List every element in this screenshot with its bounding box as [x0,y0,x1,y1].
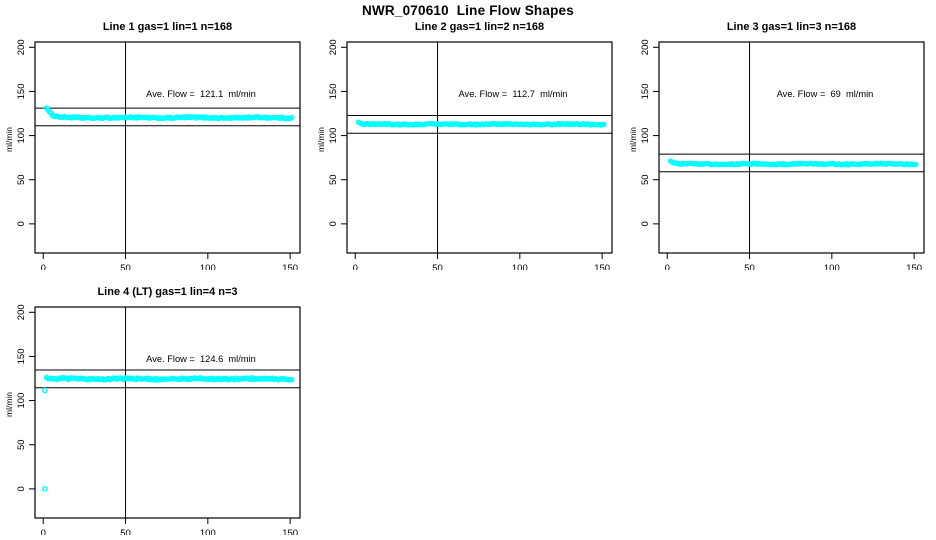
y-tick-label: 150 [16,349,27,365]
y-axis-label: ml/min [4,127,14,152]
y-axis-label: ml/min [628,127,638,152]
data-points [355,119,607,128]
x-tick-label: 50 [432,263,443,270]
x-tick-label: 150 [282,263,298,270]
y-tick-label: 0 [16,486,27,491]
data-points [41,374,295,492]
chart-title: NWR_070610 Line Flow Shapes [362,3,574,18]
panel-line-4: 0 50 100 150 0 50 100 150 200 ml/min Line 4 (LT) … [0,285,312,535]
x-tick-label: 0 [41,528,46,535]
plot-box [658,41,925,254]
data-points [667,158,919,168]
x-tick-label: 0 [41,263,46,270]
plot-area: 0 50 100 150 0 50 100 150 200 ml/min [316,39,613,270]
plot-area: 0 50 100 150 0 50 100 150 200 ml/min [4,39,301,270]
panel-line-3: 0 50 100 150 0 50 100 150 200 ml/min Line 3 gas=1… [624,20,936,270]
data-points [43,105,295,122]
plot-area: 0 50 100 150 0 50 100 150 200 ml/min [628,39,925,270]
x-tick-label: 0 [665,263,670,270]
x-tick-label: 50 [120,528,131,535]
x-tick-label: 150 [594,263,610,270]
plot-box [34,306,301,519]
panel-title: Line 4 (LT) gas=1 lin=4 n=3 [97,286,238,298]
ave-flow-annotation: Ave. Flow = 124.6 ml/min [146,354,256,364]
ave-flow-annotation: Ave. Flow = 121.1 ml/min [146,89,256,99]
y-tick-label: 50 [16,439,27,450]
axis-ticks [341,46,603,259]
x-tick-label: 100 [200,528,216,535]
y-tick-label: 150 [640,84,651,100]
ave-flow-annotation: Ave. Flow = 112.7 ml/min [458,89,568,99]
y-tick-label: 100 [640,128,651,144]
axis-ticks [29,46,291,259]
y-tick-label: 0 [328,221,339,226]
x-tick-label: 50 [744,263,755,270]
y-tick-label: 150 [328,84,339,100]
x-tick-label: 50 [120,263,131,270]
y-tick-label: 50 [16,174,27,185]
panel-line-2: 0 50 100 150 0 50 100 150 200 ml/min Line 2 gas=1… [312,20,624,270]
y-tick-label: 100 [328,128,339,144]
y-tick-label: 0 [640,221,651,226]
y-tick-label: 200 [640,39,651,55]
x-tick-label: 150 [906,263,922,270]
y-tick-label: 200 [16,304,27,320]
plot-area: 0 50 100 150 0 50 100 150 200 ml/min [4,304,301,535]
outlier-point [41,485,48,492]
y-tick-label: 200 [16,39,27,55]
y-tick-label: 200 [328,39,339,55]
panel-line-1: 0 50 100 150 0 50 100 150 200 ml/min Line 1 gas=1… [0,20,312,270]
outlier-point [41,387,48,394]
x-tick-label: 100 [200,263,216,270]
y-tick-label: 50 [328,174,339,185]
y-tick-label: 150 [16,84,27,100]
y-axis-label: ml/min [4,392,14,417]
panel-title: Line 3 gas=1 lin=3 n=168 [726,21,857,33]
panel-title: Line 1 gas=1 lin=1 n=168 [102,21,233,33]
axis-ticks [29,311,291,524]
y-tick-label: 0 [16,221,27,226]
x-tick-label: 100 [512,263,528,270]
x-tick-label: 150 [282,528,298,535]
y-tick-label: 100 [16,128,27,144]
panel-title: Line 2 gas=1 lin=2 n=168 [414,21,545,33]
plot-box [34,41,301,254]
y-tick-label: 100 [16,393,27,409]
ave-flow-annotation: Ave. Flow = 69 ml/min [776,89,874,99]
axis-ticks [653,46,915,259]
x-tick-label: 100 [824,263,840,270]
plot-box [346,41,613,254]
y-axis-label: ml/min [316,127,326,152]
y-tick-label: 50 [640,174,651,185]
x-tick-label: 0 [353,263,358,270]
